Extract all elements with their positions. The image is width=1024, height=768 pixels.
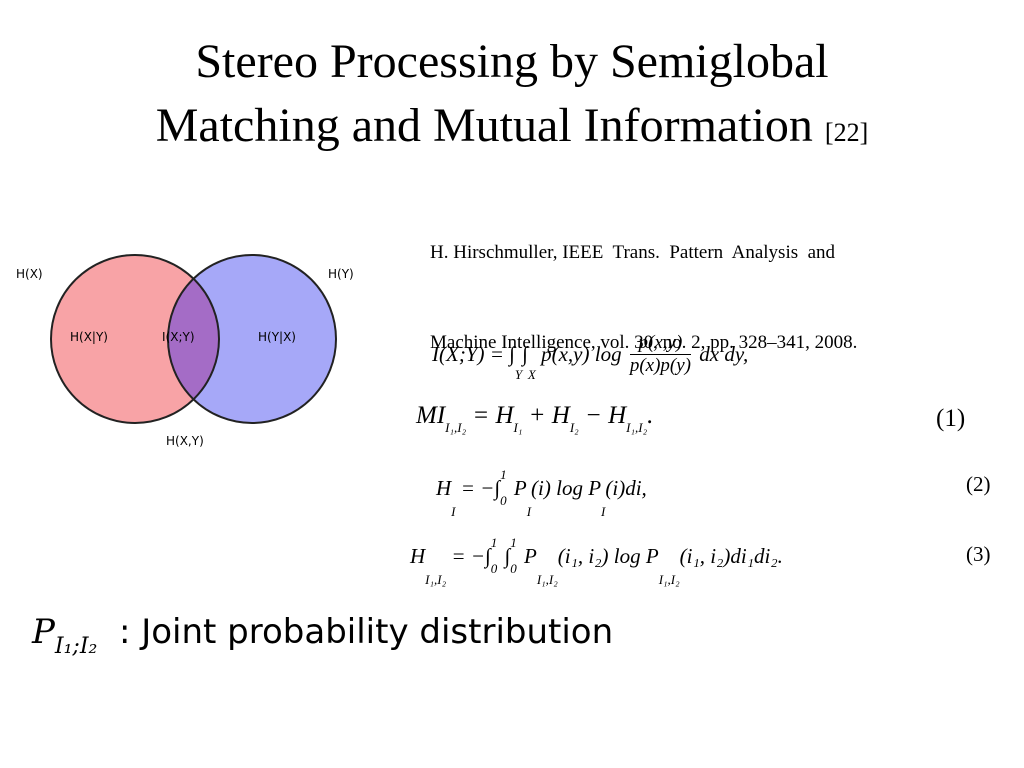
- subscript: I₂: [569, 420, 579, 435]
- math-text: MI: [416, 402, 446, 429]
- title-line: Stereo Processing by Semiglobal: [195, 35, 829, 88]
- equation: MI I₁,I₂ = H I₁ + H I₂ − H I₁,I₂.: [416, 402, 654, 435]
- venn-label: I(X;Y): [162, 330, 195, 344]
- math-text: H: [410, 543, 426, 568]
- equation: I(X;Y) = ∫ Y ∫ X p(x,y) log p(x,y) p(x)p(y) …: [432, 332, 749, 382]
- subscript: I₁,I₂: [425, 572, 447, 587]
- equation-number: (1): [936, 405, 966, 432]
- math-text: (i) log P: [531, 475, 602, 500]
- math-text: P: [518, 543, 537, 568]
- subscript: I₁,I₂: [536, 572, 558, 587]
- subscript: X: [527, 367, 536, 382]
- math-text: (i)di,: [605, 475, 647, 500]
- citation: H. Hirschmuller, IEEE Trans. Pattern Ana…: [430, 178, 857, 388]
- equation-number: (3): [966, 542, 991, 566]
- math-text: − H: [578, 402, 627, 429]
- symbol-subscript: I₁;I₂: [54, 634, 98, 659]
- subscript: Y: [514, 367, 523, 382]
- caption-text: : Joint probability distribution: [118, 612, 614, 652]
- subscript: I: [526, 504, 532, 519]
- upper-limit: 1: [500, 467, 507, 482]
- subscript: I: [451, 504, 456, 519]
- math-text: = H: [466, 402, 514, 429]
- math-text: I(X;Y) = ∫: [432, 342, 515, 366]
- venn-label: H(Y): [328, 267, 354, 281]
- citation-line: Machine Intelligence, vol. 30, no. 2, pp…: [430, 332, 858, 353]
- symbol: P: [32, 612, 55, 652]
- subscript: I: [601, 504, 606, 519]
- subscript: I₁: [513, 420, 523, 435]
- equation-number: (2): [966, 472, 991, 496]
- venn-label: H(Y|X): [258, 330, 296, 344]
- lower-limit: 0: [500, 493, 507, 508]
- math-text: H: [436, 475, 452, 500]
- math-text: p(x,y) log: [535, 342, 627, 366]
- subscript: I₁,I₂: [658, 572, 680, 587]
- title-ref: [22]: [824, 118, 869, 147]
- title: Stereo Processing by Semiglobal Matching…: [0, 30, 1024, 165]
- set-y: [168, 255, 336, 423]
- venn-label: H(X|Y): [70, 330, 108, 344]
- venn-diagram: H(X) H(Y) H(X|Y) I(X;Y) H(Y|X) H(X,Y): [16, 254, 354, 448]
- upper-limit: 1: [510, 535, 517, 550]
- math-text: = −∫: [446, 543, 491, 568]
- title-line: Matching and Mutual Information [22]: [0, 94, 1024, 165]
- math-text: + H: [522, 402, 570, 429]
- set-x: [51, 255, 219, 423]
- upper-limit: 1: [490, 535, 498, 550]
- math-text: (i₁, i₂)di₁di₂.: [679, 543, 783, 568]
- lower-limit: 0: [490, 561, 498, 576]
- citation-line: H. Hirschmuller, IEEE Trans. Pattern Ana…: [430, 242, 836, 263]
- math-text: (i₁, i₂) log P: [557, 543, 659, 568]
- venn-label: H(X,Y): [166, 434, 204, 448]
- math-text: .: [647, 402, 654, 429]
- subscript: I₁,I₂: [626, 420, 648, 435]
- lower-limit: 0: [510, 561, 517, 576]
- set-y-outline: [167, 254, 337, 424]
- math-text: dx dy,: [694, 342, 749, 366]
- equation: H I₁,I₂ = −∫ 1 0 ∫ 1 0 P I₁,I₂ (i₁, i₂) log P I₁…: [410, 530, 783, 587]
- caption: PI₁;I₂ : Joint probability distribution: [32, 612, 614, 659]
- math-text: ∫: [499, 543, 511, 568]
- fraction: p(x,y) p(x)p(y): [629, 332, 692, 377]
- venn-label: H(X): [16, 267, 43, 281]
- set-x-outline: [50, 254, 220, 424]
- subscript: I₁,I₂: [445, 420, 467, 435]
- math-text: P: [508, 475, 527, 500]
- math-text: ∫: [522, 342, 528, 366]
- title-text: Matching and Mutual Information: [155, 99, 813, 152]
- denominator: p(x)p(y): [629, 355, 692, 376]
- numerator: p(x,y): [629, 332, 692, 355]
- math-text: = −∫: [455, 475, 501, 500]
